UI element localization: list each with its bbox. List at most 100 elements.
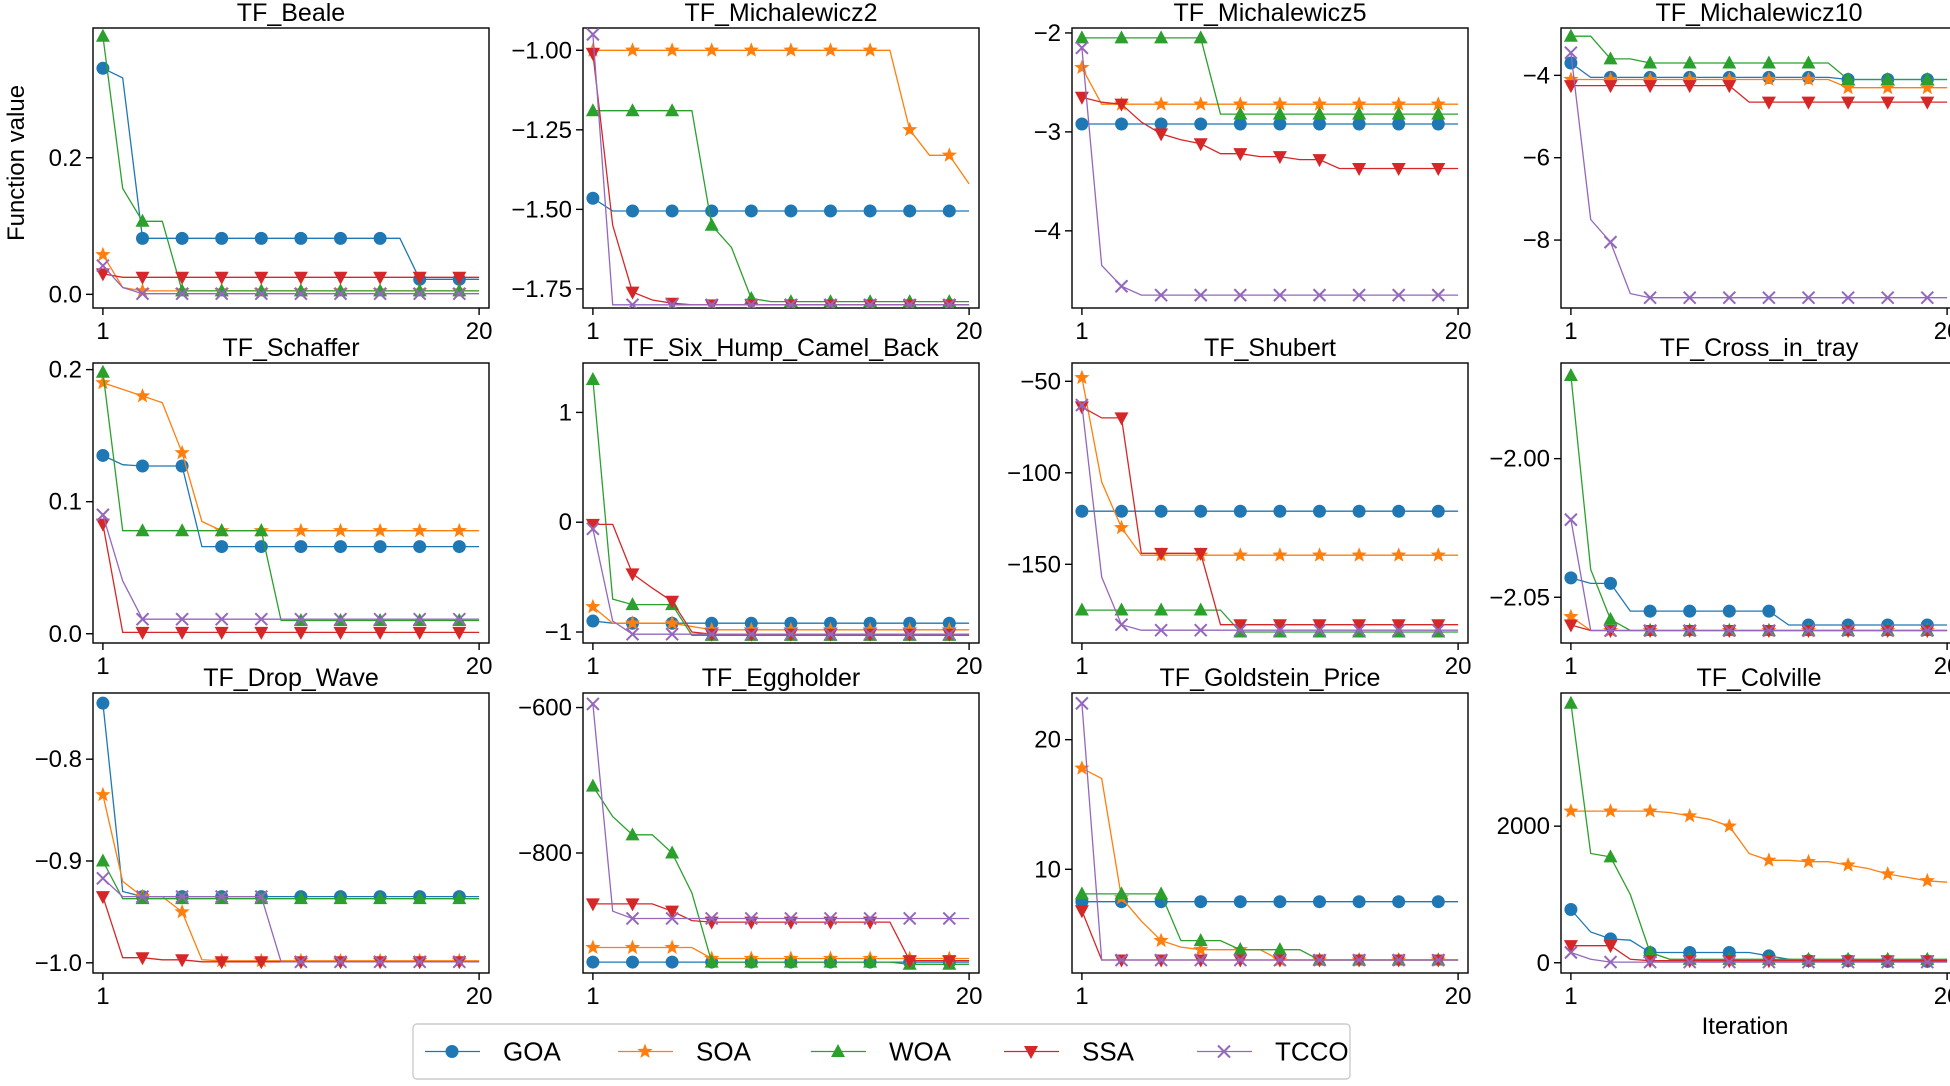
- x-tick-label: 1: [1075, 983, 1088, 1010]
- data-point-ssa: [412, 626, 427, 640]
- data-point-goa: [1431, 504, 1445, 518]
- y-tick-label: 0: [1537, 950, 1550, 977]
- data-point-ssa: [175, 626, 190, 640]
- data-point-goa: [1313, 117, 1326, 131]
- data-point-tcco: [704, 298, 719, 308]
- x-tick-label: 1: [1075, 653, 1088, 680]
- data-point-woa: [665, 845, 680, 859]
- data-point-goa: [175, 231, 189, 245]
- data-point-goa: [136, 231, 149, 245]
- data-point-soa: [1311, 547, 1328, 562]
- subplot-tf-beale: TF_Beale 1 20 0.0 0.2: [49, 0, 493, 345]
- data-point-soa: [1232, 547, 1248, 562]
- data-point-tcco: [175, 286, 189, 301]
- series-ssa: [1074, 91, 1459, 176]
- data-point-woa: [704, 954, 719, 968]
- data-point-soa: [664, 42, 680, 57]
- subplot-tf-colville: TF_Colville 1 20 0 2000: [1497, 664, 1950, 1010]
- y-tick-label: −8: [1523, 227, 1550, 254]
- series-woa: [585, 778, 970, 970]
- data-point-woa: [625, 103, 640, 117]
- plot-area: [1560, 362, 1950, 644]
- subplot-tf-michalewicz2: TF_Michalewicz2 1 20 −1.75 −1.50 −1.25 −1.00: [511, 0, 982, 345]
- subplot-tf-six-hump-camel-back: TF_Six_Hump_Camel_Back 1 20 −1 0 1: [545, 334, 983, 680]
- data-point-tcco: [135, 889, 150, 904]
- plot-area: [1071, 362, 1469, 644]
- series-line-tcco: [1081, 703, 1459, 961]
- data-point-tcco: [902, 911, 917, 926]
- data-point-goa: [824, 204, 837, 218]
- data-point-tcco: [96, 258, 110, 273]
- data-point-soa: [134, 282, 151, 298]
- data-point-soa: [1113, 519, 1130, 535]
- data-point-woa: [1391, 106, 1406, 120]
- series-goa: [96, 448, 480, 554]
- data-point-woa: [585, 371, 600, 385]
- subplot-title: TF_Michalewicz10: [1655, 0, 1862, 27]
- x-tick-label: 20: [1445, 983, 1472, 1010]
- data-point-tcco: [294, 955, 308, 969]
- data-point-ssa: [135, 626, 150, 640]
- x-tick-label: 1: [1564, 318, 1577, 345]
- series-tcco: [586, 697, 970, 926]
- data-point-soa: [1563, 608, 1579, 624]
- data-point-woa: [1074, 886, 1089, 900]
- data-point-soa: [1880, 866, 1896, 881]
- data-point-ssa: [1391, 162, 1406, 176]
- data-point-ssa: [744, 916, 759, 930]
- series-goa: [1075, 504, 1459, 518]
- data-point-goa: [626, 955, 639, 969]
- data-point-tcco: [1154, 953, 1168, 967]
- x-tick-label: 20: [1445, 318, 1472, 345]
- legend-label: SOA: [696, 1037, 752, 1067]
- legend-marker-woa: [831, 1044, 845, 1057]
- data-point-ssa: [293, 271, 308, 285]
- data-point-tcco: [1154, 623, 1168, 637]
- data-point-soa: [624, 615, 641, 630]
- series-line-soa: [592, 49, 970, 185]
- data-point-tcco: [1233, 953, 1248, 967]
- series-line-tcco: [102, 877, 480, 963]
- y-tick-label: 2000: [1497, 813, 1550, 840]
- data-point-woa: [1114, 886, 1129, 900]
- data-point-ssa: [625, 898, 640, 912]
- legend-item-ssa: SSA: [1004, 1037, 1135, 1067]
- subplot-title: TF_Michalewicz5: [1173, 0, 1366, 27]
- series-line-tcco: [1570, 951, 1948, 963]
- data-point-woa: [1074, 602, 1089, 616]
- data-point-soa: [783, 42, 799, 57]
- data-point-woa: [95, 28, 110, 42]
- subplot-tf-michalewicz5: TF_Michalewicz5 1 20 −4 −3 −2: [1034, 0, 1472, 345]
- data-point-goa: [1154, 504, 1168, 518]
- subplot-title: TF_Cross_in_tray: [1660, 334, 1859, 362]
- data-point-soa: [1800, 71, 1817, 86]
- data-point-ssa: [1352, 162, 1367, 176]
- x-tick-label: 1: [586, 983, 599, 1010]
- data-point-tcco: [665, 911, 679, 926]
- data-point-ssa: [585, 47, 600, 61]
- subplot-title: TF_Eggholder: [702, 664, 860, 692]
- series-tcco: [96, 258, 480, 301]
- data-point-goa: [863, 204, 877, 218]
- x-tick-label: 1: [96, 653, 109, 680]
- data-point-woa: [135, 213, 150, 227]
- series-goa: [586, 191, 970, 218]
- data-point-tcco: [1920, 623, 1935, 638]
- data-point-goa: [254, 231, 268, 245]
- data-point-soa: [332, 522, 349, 538]
- data-point-woa: [1603, 849, 1618, 863]
- data-point-soa: [1074, 59, 1090, 74]
- data-point-soa: [902, 121, 918, 137]
- data-point-woa: [1272, 106, 1287, 120]
- series-goa: [96, 61, 480, 286]
- legend: GOA SOA WOA SSA TCCO: [412, 1023, 1351, 1080]
- series-soa: [585, 42, 970, 185]
- data-point-soa: [1682, 71, 1698, 86]
- data-point-tcco: [784, 911, 798, 926]
- series-ssa: [1563, 80, 1948, 110]
- data-point-ssa: [95, 891, 110, 905]
- series-woa: [1074, 30, 1459, 120]
- subplot-tf-shubert: TF_Shubert 1 20 −150 −100 −50: [1007, 334, 1472, 680]
- data-point-woa: [1233, 942, 1248, 956]
- data-point-tcco: [1233, 288, 1248, 302]
